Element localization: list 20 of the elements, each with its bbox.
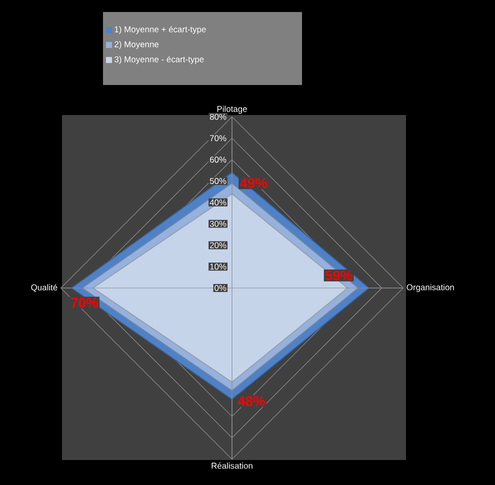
y-tick-label: 40% (210, 199, 226, 206)
y-tick-label: 80% (210, 114, 226, 120)
spoke-label: Organisation (406, 284, 454, 292)
y-tick-label: 30% (210, 220, 226, 227)
data-label: 48% (238, 396, 266, 406)
spoke-label: Qualité (31, 284, 58, 292)
legend-label: 2) Moyenne (114, 41, 159, 49)
y-tick-label: 10% (210, 264, 226, 270)
data-label: 70% (71, 298, 98, 308)
spoke-label: Réalisation (212, 462, 252, 469)
data-label: 59% (325, 270, 352, 280)
y-tick-label: 20% (210, 242, 226, 248)
legend-label: 1) Moyenne + écart-type (114, 26, 206, 34)
spoke-label: Pilotage (217, 106, 247, 114)
y-tick-label: 70% (210, 135, 226, 142)
data-label: 49% (240, 178, 268, 188)
y-tick-label: 60% (210, 156, 226, 163)
legend-label: 3) Moyenne - écart-type (114, 56, 204, 64)
y-tick-label: 0% (214, 285, 226, 291)
y-tick-label: 50% (210, 178, 226, 184)
